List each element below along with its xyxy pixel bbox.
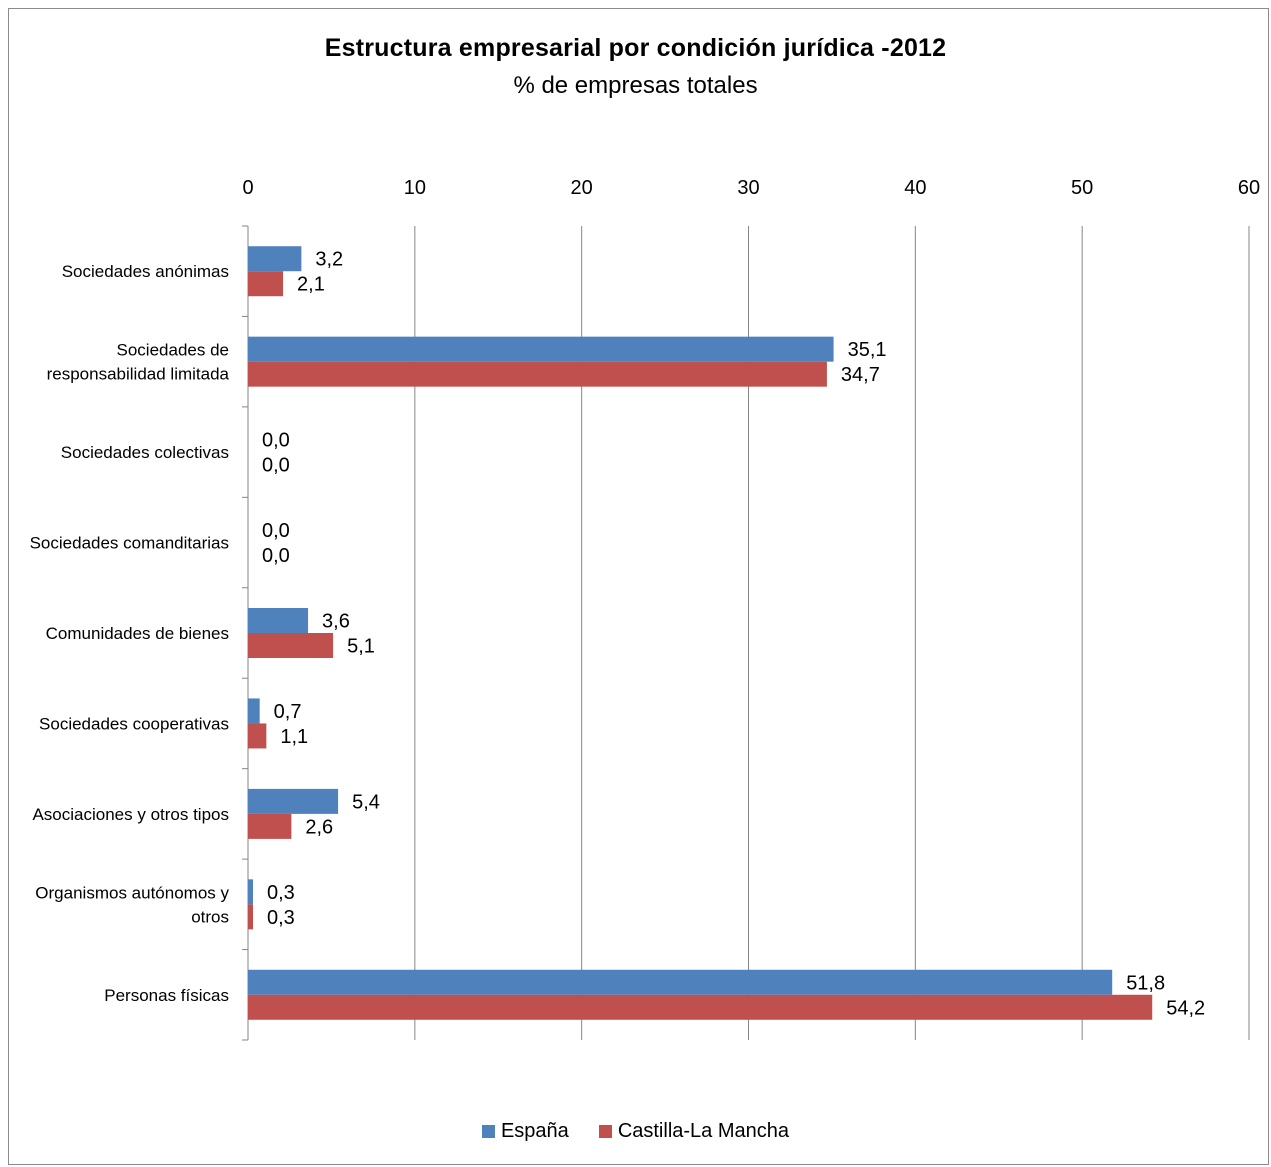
x-tick-label: 10 xyxy=(404,177,426,199)
legend-swatch-clm xyxy=(598,1125,612,1138)
category-label: Sociedades de xyxy=(117,341,229,360)
bar-clm xyxy=(248,361,827,387)
x-tick-label: 60 xyxy=(1238,177,1260,199)
bar-espana xyxy=(248,879,254,905)
data-label-espana: 0,7 xyxy=(274,701,302,723)
bar-clm xyxy=(248,633,334,658)
bar-clm xyxy=(248,904,254,930)
legend-label-espana: España xyxy=(500,1120,569,1142)
data-label-clm: 2,6 xyxy=(305,816,333,838)
category-label: Personas físicas xyxy=(104,986,229,1005)
legend: España Castilla-La Mancha xyxy=(0,1120,1271,1143)
category-label: Comunidades de bienes xyxy=(46,624,229,643)
data-label-clm: 34,7 xyxy=(841,364,880,386)
category-label: otros xyxy=(191,907,229,926)
data-label-espana: 0,0 xyxy=(262,430,290,452)
bar-espana xyxy=(248,698,260,724)
chart-subtitle: % de empresas totales xyxy=(513,72,758,99)
category-label: Sociedades cooperativas xyxy=(39,714,229,733)
legend-swatch-espana xyxy=(481,1125,495,1138)
data-label-espana: 5,4 xyxy=(352,791,380,813)
data-label-espana: 3,6 xyxy=(322,611,350,633)
x-tick-label: 40 xyxy=(904,177,926,199)
bar-clm xyxy=(248,723,267,749)
data-label-clm: 5,1 xyxy=(347,636,375,658)
data-label-espana: 51,8 xyxy=(1126,972,1165,994)
category-label: Sociedades colectivas xyxy=(61,443,229,462)
x-tick-label: 30 xyxy=(737,177,759,199)
data-label-clm: 54,2 xyxy=(1166,997,1205,1019)
category-label: responsabilidad limitada xyxy=(47,365,230,384)
bar-espana xyxy=(248,336,834,362)
x-tick-label: 50 xyxy=(1071,177,1093,199)
data-label-espana: 35,1 xyxy=(848,339,887,361)
bar-espana xyxy=(248,788,339,814)
bar-espana xyxy=(248,969,1113,995)
category-label: Sociedades anónimas xyxy=(62,262,229,281)
data-label-clm: 0,0 xyxy=(262,545,290,567)
data-label-espana: 0,0 xyxy=(262,520,290,542)
category-label: Organismos autónomos y xyxy=(35,883,229,902)
x-tick-label: 0 xyxy=(242,177,253,199)
chart-title: Estructura empresarial por condición jur… xyxy=(324,34,947,62)
data-label-clm: 1,1 xyxy=(280,726,308,748)
data-label-clm: 2,1 xyxy=(297,274,325,296)
legend-item-clm: Castilla-La Mancha xyxy=(598,1120,790,1143)
data-label-espana: 0,3 xyxy=(267,882,295,904)
data-label-clm: 0,3 xyxy=(267,907,295,929)
bar-clm xyxy=(248,271,284,297)
category-label: Asociaciones y otros tipos xyxy=(32,805,229,824)
data-label-clm: 0,0 xyxy=(262,455,290,477)
x-tick-label: 20 xyxy=(571,177,593,199)
data-label-espana: 3,2 xyxy=(315,249,343,271)
bar-espana xyxy=(248,246,302,272)
bar-espana xyxy=(248,608,309,633)
bar-clm xyxy=(248,813,292,839)
category-label: Sociedades comanditarias xyxy=(30,534,229,553)
legend-label-clm: Castilla-La Mancha xyxy=(617,1120,790,1142)
legend-item-espana: España xyxy=(481,1120,569,1143)
bar-clm xyxy=(248,994,1153,1020)
